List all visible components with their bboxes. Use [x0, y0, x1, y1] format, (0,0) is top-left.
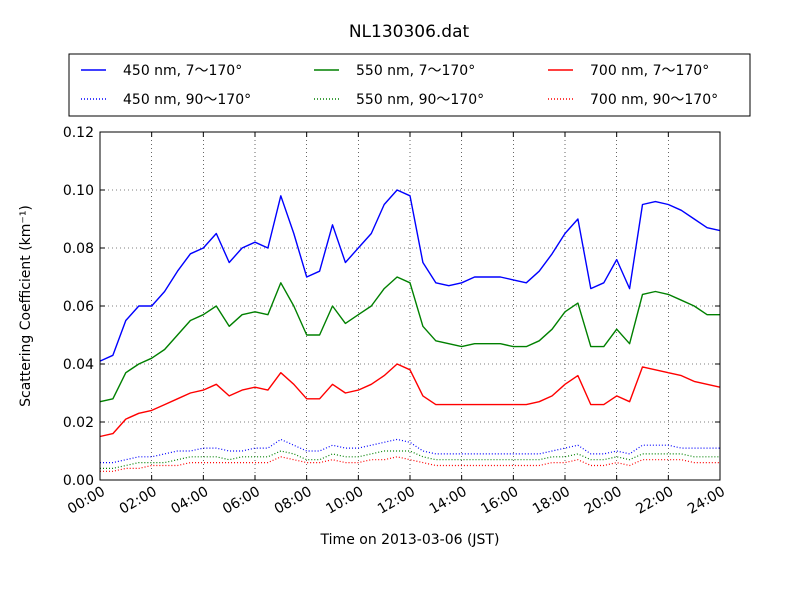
chart-title: NL130306.dat: [349, 22, 470, 42]
y-tick-label: 0.06: [63, 299, 94, 315]
x-tick-label: 22:00: [633, 484, 676, 518]
series-line-2: [99, 276, 720, 403]
x-tick-label: 18:00: [530, 484, 573, 518]
legend-label-2: 550 nm, 7～170°: [356, 63, 475, 79]
x-tick-label: 16:00: [478, 484, 521, 518]
x-tick-label: 10:00: [323, 484, 366, 518]
series-line-1: [99, 189, 721, 362]
x-tick-label: 06:00: [220, 484, 263, 518]
y-tick-label: 0.00: [63, 473, 94, 489]
legend-box: [68, 53, 751, 117]
x-tick-label: 12:00: [375, 484, 418, 518]
y-tick-label: 0.12: [63, 125, 94, 141]
x-tick-label: 08:00: [272, 484, 315, 518]
x-tick-label: 24:00: [685, 484, 728, 518]
x-axis-label: Time on 2013-03-06 (JST): [320, 532, 500, 548]
legend-label-6: 700 nm, 90～170°: [590, 92, 718, 108]
series-line-3: [99, 363, 721, 438]
x-tick-label: 20:00: [582, 484, 625, 518]
x-tick-label: 14:00: [427, 484, 470, 518]
x-tick-label: 02:00: [117, 484, 160, 518]
plot-area: 00:00 02:00 04:00 06:00 08:00 10:00 12:00 14:00…: [63, 125, 728, 518]
legend-label-1: 450 nm, 7～170°: [123, 63, 242, 79]
x-tick-label: 04:00: [168, 484, 211, 518]
legend: 450 nm, 7～170° 550 nm, 7～170° 700 nm, 7～17…: [68, 53, 751, 117]
legend-label-4: 450 nm, 90～170°: [123, 92, 251, 108]
y-tick-label: 0.04: [63, 357, 94, 373]
y-tick-label: 0.10: [63, 183, 94, 199]
y-tick-label: 0.08: [63, 241, 94, 257]
y-axis-label: Scattering Coefficient (km⁻¹): [18, 205, 34, 407]
legend-label-5: 550 nm, 90～170°: [356, 92, 484, 108]
legend-label-3: 700 nm, 7～170°: [590, 63, 709, 79]
y-tick-label: 0.02: [63, 415, 94, 431]
